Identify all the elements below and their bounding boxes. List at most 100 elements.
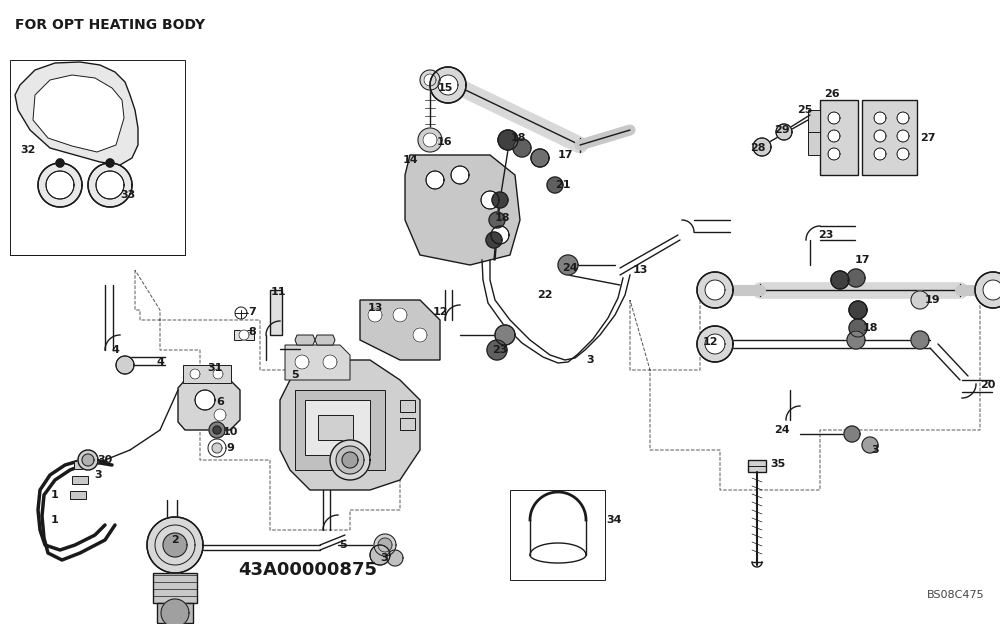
- Polygon shape: [874, 112, 886, 124]
- Polygon shape: [828, 130, 840, 142]
- Text: 13: 13: [367, 303, 383, 313]
- Polygon shape: [116, 356, 134, 374]
- Bar: [183, 365, 231, 383]
- Text: 7: 7: [248, 307, 256, 317]
- Polygon shape: [15, 62, 138, 165]
- Polygon shape: [705, 334, 725, 354]
- Bar: [74, 461, 90, 469]
- Polygon shape: [495, 325, 515, 345]
- Polygon shape: [983, 280, 1000, 300]
- Polygon shape: [486, 232, 502, 248]
- Polygon shape: [214, 409, 226, 421]
- Polygon shape: [849, 319, 867, 337]
- Text: 3: 3: [871, 445, 879, 455]
- Text: 2: 2: [171, 535, 179, 545]
- Text: 10: 10: [222, 427, 238, 437]
- Bar: [510, 490, 605, 580]
- Polygon shape: [336, 446, 364, 474]
- Text: 31: 31: [207, 363, 223, 373]
- Polygon shape: [213, 426, 221, 434]
- Polygon shape: [405, 155, 520, 265]
- Polygon shape: [847, 269, 865, 287]
- Polygon shape: [828, 148, 840, 160]
- Text: 34: 34: [606, 515, 622, 525]
- Polygon shape: [911, 291, 929, 309]
- Polygon shape: [413, 328, 427, 342]
- Text: 20: 20: [980, 380, 996, 390]
- Text: FOR OPT HEATING BODY: FOR OPT HEATING BODY: [15, 18, 205, 32]
- Text: 8: 8: [248, 327, 256, 337]
- Text: 3: 3: [586, 355, 594, 365]
- Text: 11: 11: [270, 287, 286, 297]
- Polygon shape: [911, 331, 929, 349]
- Text: 27: 27: [920, 133, 936, 143]
- Text: 9: 9: [226, 443, 234, 453]
- Polygon shape: [753, 138, 771, 156]
- Polygon shape: [78, 450, 98, 470]
- Text: 33: 33: [120, 190, 136, 200]
- Polygon shape: [295, 335, 315, 345]
- Polygon shape: [190, 369, 200, 379]
- Polygon shape: [423, 133, 437, 147]
- Polygon shape: [387, 550, 403, 566]
- Bar: [400, 400, 415, 412]
- Text: 23: 23: [818, 230, 834, 240]
- Bar: [270, 290, 282, 335]
- Polygon shape: [213, 369, 223, 379]
- Polygon shape: [212, 443, 222, 453]
- Text: 4: 4: [156, 357, 164, 367]
- Text: 13: 13: [632, 265, 648, 275]
- Polygon shape: [831, 271, 849, 289]
- Polygon shape: [424, 74, 436, 86]
- Bar: [153, 573, 197, 603]
- Text: 18: 18: [494, 213, 510, 223]
- Polygon shape: [513, 139, 531, 157]
- Polygon shape: [897, 148, 909, 160]
- Polygon shape: [147, 517, 203, 573]
- Polygon shape: [106, 159, 114, 167]
- Text: BS08C475: BS08C475: [927, 590, 985, 600]
- Polygon shape: [847, 331, 865, 349]
- Text: 43A00000875: 43A00000875: [238, 561, 377, 579]
- Polygon shape: [315, 335, 335, 345]
- Text: 30: 30: [97, 455, 113, 465]
- Polygon shape: [430, 67, 466, 103]
- Text: 26: 26: [824, 89, 840, 99]
- Polygon shape: [426, 171, 444, 189]
- Polygon shape: [163, 533, 187, 557]
- Text: 17: 17: [557, 150, 573, 160]
- Polygon shape: [705, 280, 725, 300]
- Polygon shape: [547, 177, 563, 193]
- Bar: [157, 603, 193, 623]
- Bar: [70, 491, 86, 499]
- Text: 18: 18: [862, 323, 878, 333]
- Polygon shape: [46, 171, 74, 199]
- Polygon shape: [420, 70, 440, 90]
- Text: 29: 29: [774, 125, 790, 135]
- Polygon shape: [370, 545, 390, 565]
- Bar: [862, 100, 917, 175]
- Polygon shape: [418, 128, 442, 152]
- Bar: [295, 390, 385, 470]
- Text: 3: 3: [94, 470, 102, 480]
- Text: 3: 3: [380, 553, 388, 563]
- Text: 25: 25: [797, 105, 813, 115]
- Polygon shape: [161, 599, 189, 624]
- Polygon shape: [330, 440, 370, 480]
- Bar: [808, 110, 820, 155]
- Polygon shape: [487, 340, 507, 360]
- Polygon shape: [481, 191, 499, 209]
- Bar: [318, 415, 353, 440]
- Text: 24: 24: [562, 263, 578, 273]
- Polygon shape: [776, 124, 792, 140]
- Polygon shape: [874, 130, 886, 142]
- Polygon shape: [697, 326, 733, 362]
- Text: 18: 18: [510, 133, 526, 143]
- Bar: [400, 418, 415, 430]
- Polygon shape: [697, 272, 733, 308]
- Text: 16: 16: [437, 137, 453, 147]
- Polygon shape: [489, 212, 505, 228]
- Polygon shape: [239, 330, 249, 340]
- Text: 24: 24: [774, 425, 790, 435]
- Polygon shape: [849, 301, 867, 319]
